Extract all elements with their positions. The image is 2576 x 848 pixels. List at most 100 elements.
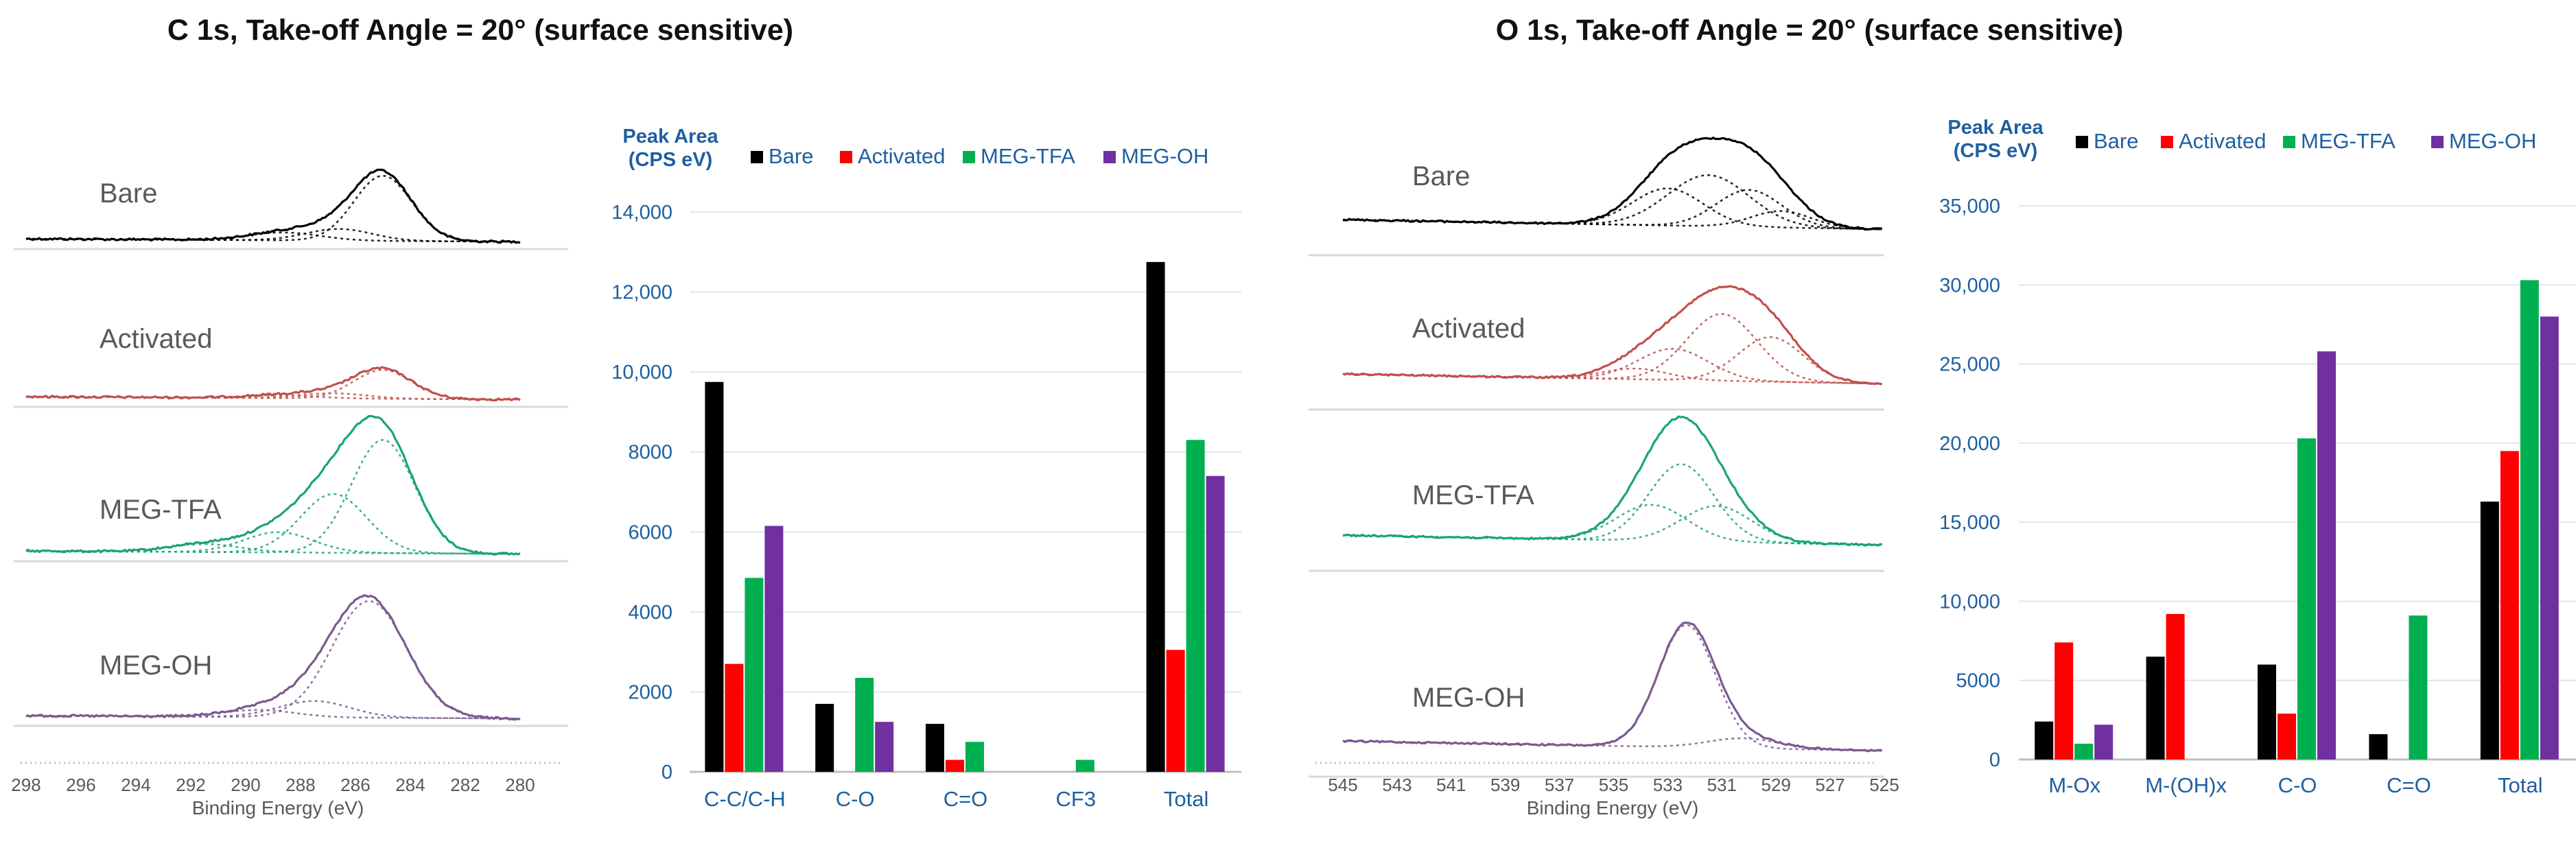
bar-bare-total: [1146, 261, 1165, 772]
bar-activated-total: [2500, 451, 2519, 759]
legend-swatch-meg-tfa: [2283, 136, 2295, 148]
bar-meg-tfa-cf3: [1075, 759, 1094, 772]
category-label: C=O: [2387, 773, 2431, 797]
category-label: Total: [1164, 787, 1208, 811]
x-axis-title: Binding Energy (eV): [1527, 797, 1699, 818]
spectrum-bare: Bare: [1309, 136, 1884, 257]
x-tick-label: 531: [1707, 775, 1737, 795]
legend-label-bare: Bare: [769, 144, 813, 168]
fit-component: [1342, 624, 1882, 752]
category-label: C-O: [2278, 773, 2317, 797]
legend-swatch-activated: [840, 151, 852, 163]
legend-swatch-meg-tfa: [963, 151, 975, 163]
y-tick-label: 12,000: [611, 282, 672, 304]
bar-meg-oh-c-o: [875, 722, 894, 772]
y-tick-label: 14,000: [611, 202, 672, 224]
spectrum-label: MEG-TFA: [1412, 480, 1534, 510]
fit-component: [1342, 313, 1882, 385]
x-axis-title: Binding Energy (eV): [192, 797, 364, 818]
x-tick-label: 282: [450, 775, 480, 795]
x-tick-label: 533: [1653, 775, 1683, 795]
y-tick-label: 2000: [628, 681, 672, 703]
bar-bare-c-o: [2258, 664, 2276, 759]
c1s-spectra-panel: Bare Activated MEG-TFA MEG-OH 298 296 294 292 29…: [11, 168, 568, 818]
x-tick-label: 539: [1490, 775, 1520, 795]
c1s-peak-area-chart: 0 2000 4000 6000 8000 10,000 12,000 14,000 Peak …: [611, 126, 1241, 811]
category-label: C=O: [944, 787, 988, 811]
chart-title-line1: Peak Area: [622, 126, 718, 148]
spectrum-meg-oh: MEG-OH: [14, 593, 568, 727]
fit-component: [1342, 348, 1882, 385]
bar-activated-total: [1166, 650, 1185, 772]
spectrum-envelope: [25, 593, 521, 721]
y-tick-label: 30,000: [1939, 274, 2000, 296]
legend-swatch-meg-oh: [2431, 136, 2444, 148]
x-tick-label: 543: [1382, 775, 1412, 795]
y-tick-label: 35,000: [1939, 196, 2000, 217]
x-tick-label: 298: [11, 775, 40, 795]
x-tick-label: 541: [1436, 775, 1466, 795]
x-tick-label: 529: [1761, 775, 1791, 795]
bar-meg-tfa-c-o: [965, 742, 984, 772]
c1s-panel-title: C 1s, Take-off Angle = 20° (surface sens…: [167, 14, 793, 47]
x-tick-label: 537: [1545, 775, 1574, 795]
bar-activated-c-o: [946, 759, 964, 772]
spectrum-activated: Activated: [1309, 285, 1884, 411]
chart-title-line2: (CPS eV): [1954, 140, 2037, 162]
bar-meg-oh-total: [2540, 316, 2559, 759]
spectrum-envelope: [25, 168, 521, 244]
bar-meg-oh-c-c-c-h: [764, 526, 784, 772]
chart-title-line2: (CPS eV): [629, 149, 712, 171]
x-tick-label: 527: [1815, 775, 1845, 795]
legend-swatch-bare: [2076, 136, 2088, 148]
x-tick-label: 280: [505, 775, 535, 795]
x-tick-label: 535: [1599, 775, 1628, 795]
bar-meg-tfa-total: [2520, 280, 2539, 760]
y-tick-label: 10,000: [1939, 591, 2000, 613]
x-tick-label: 292: [176, 775, 205, 795]
category-label: M-Ox: [2048, 773, 2100, 797]
spectrum-envelope: [25, 414, 521, 556]
y-tick-label: 20,000: [1939, 433, 2000, 455]
legend-label-activated: Activated: [2179, 129, 2267, 153]
spectrum-activated: Activated: [14, 324, 568, 408]
bar-meg-tfa-m-ox: [2074, 743, 2094, 759]
category-label: C-O: [836, 787, 875, 811]
fit-component: [1342, 189, 1882, 231]
x-tick-label: 288: [285, 775, 315, 795]
spectrum-label: MEG-OH: [99, 650, 212, 681]
y-tick-label: 15,000: [1939, 512, 2000, 534]
spectrum-meg-tfa: MEG-TFA: [14, 414, 568, 563]
legend-swatch-bare: [751, 151, 763, 163]
y-tick-label: 0: [1989, 749, 2000, 771]
spectrum-envelope: [1342, 415, 1882, 547]
bar-meg-oh-c-o: [2317, 351, 2336, 759]
bar-meg-tfa-c-o: [855, 678, 874, 772]
chart-title-line1: Peak Area: [1947, 117, 2044, 139]
spectrum-envelope: [1342, 285, 1882, 386]
x-tick-label: 290: [231, 775, 260, 795]
legend-label-bare: Bare: [2094, 129, 2138, 153]
spectrum-label: Activated: [99, 324, 213, 354]
legend-swatch-activated: [2161, 136, 2173, 148]
o1s-spectra-panel: Bare Activated MEG-TFA MEG-OH 545 543 541 539 53…: [1309, 136, 1899, 818]
bar-bare-total: [2480, 502, 2499, 759]
bar-activated-m-oh-x: [2166, 613, 2185, 759]
spectrum-meg-oh: MEG-OH: [1309, 621, 1884, 778]
bar-bare-c-c-c-h: [705, 381, 724, 772]
x-tick-label: 294: [121, 775, 150, 795]
bar-bare-m-oh-x: [2146, 657, 2165, 759]
category-label: CF3: [1056, 787, 1097, 811]
y-tick-label: 8000: [628, 442, 672, 464]
legend-swatch-meg-oh: [1103, 151, 1116, 163]
x-tick-label: 286: [340, 775, 370, 795]
spectrum-meg-tfa: MEG-TFA: [1309, 415, 1884, 572]
category-label: Total: [2498, 773, 2542, 797]
bar-meg-tfa-c-o: [2409, 615, 2428, 759]
x-tick-label: 545: [1328, 775, 1357, 795]
spectrum-label: MEG-TFA: [99, 495, 222, 525]
bar-activated-c-o: [2278, 714, 2296, 759]
fit-component: [1342, 336, 1882, 385]
y-tick-label: 0: [661, 762, 672, 784]
